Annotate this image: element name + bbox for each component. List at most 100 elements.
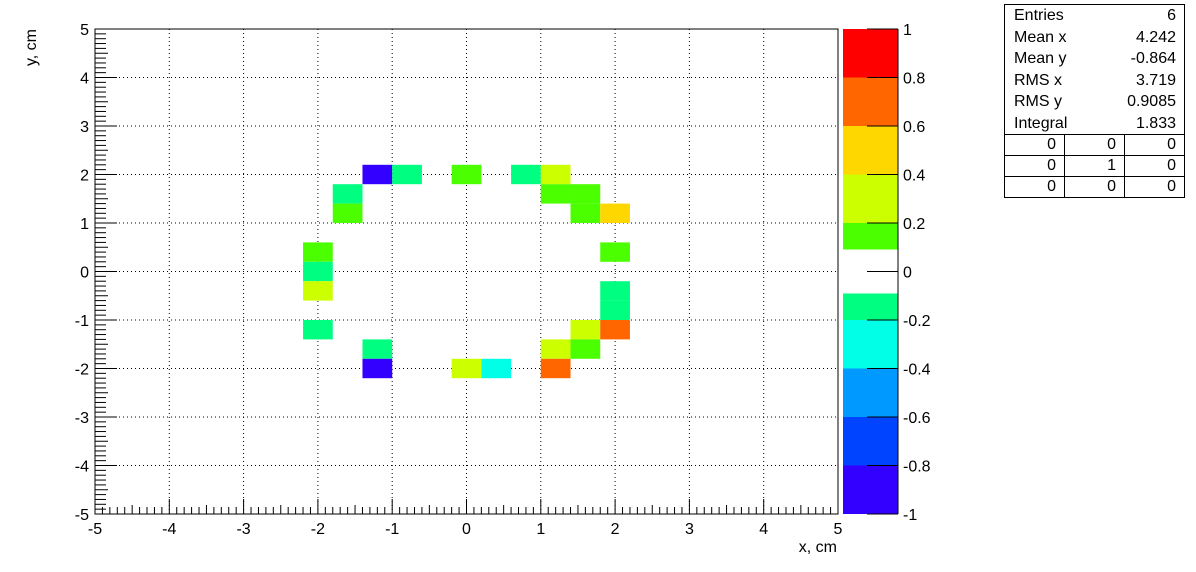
stat-row: RMS x 3.719 [1005,70,1184,92]
y-tick-label: -5 [75,507,89,524]
x-tick-label: -5 [88,521,102,538]
palette-tick-label: -0.2 [903,313,931,330]
palette-swatch [843,465,898,514]
histogram-bin [570,320,601,340]
x-tick-label: -4 [162,521,176,538]
histogram-bin [570,203,601,223]
x-tick-label: -3 [236,521,250,538]
stat-value: 0.9085 [1127,93,1176,110]
color-palette: -1 -0.8 -0.6 -0.4 -0.2 0 0.2 0.4 0.6 0.8 1 [843,22,931,524]
histogram-bins [303,164,630,379]
grid-lines [95,29,838,514]
x-tick-label: 1 [536,521,545,538]
y-tick-label: -3 [75,410,89,427]
x-tick-label: 2 [611,521,620,538]
palette-tick-label: -0.4 [903,362,931,379]
stat-value: -0.864 [1130,50,1176,67]
stat-label: Mean x [1014,28,1067,46]
palette-swatch [843,320,898,369]
histogram-bin [303,320,333,340]
stats-grid-cell: 0 [1124,177,1184,197]
x-tick-label: 0 [462,521,471,538]
stats-grid-cell: 1 [1064,156,1124,176]
stat-value: 6 [1167,7,1176,24]
histogram-bin [600,203,630,223]
y-tick-label: 0 [80,265,89,282]
stats-grid-cell: 0 [1047,136,1056,153]
y-tick-label: -4 [75,459,89,476]
histogram-bin [303,281,333,301]
y-tick-label: -2 [75,362,89,379]
palette-swatch [843,223,898,250]
y-tick-label: 5 [80,22,89,39]
histogram-bin [540,184,571,204]
stats-grid-cell: 0 [1047,178,1056,195]
palette-tick-label: 0.4 [903,168,925,185]
palette-tick-label: 0.6 [903,119,925,136]
palette-tick-label: 1 [903,22,912,39]
stat-row: RMS y 0.9085 [1005,91,1184,113]
histogram-bin [540,164,571,185]
stat-row: Mean y -0.864 [1005,48,1184,70]
histogram-bin [540,339,571,359]
y-axis-title: y, cm [23,29,40,66]
histogram-bin [570,339,601,359]
stats-grid-cell: 0 [1124,156,1184,176]
palette-tick-label: 0.8 [903,71,925,88]
x-tick-label: -2 [311,521,325,538]
stats-grid-cell: 0 [1064,177,1124,197]
y-tick-label: 4 [80,71,89,88]
histogram-bin [481,358,512,379]
y-tick-label: 1 [80,216,89,233]
x-tick-label: 4 [759,521,768,538]
palette-swatch [843,77,898,126]
palette-swatch [843,293,898,320]
palette-tick-label: -0.8 [903,459,931,476]
stats-rows: Entries 6 Mean x 4.242 Mean y -0.864 RMS x 3.71… [1005,5,1184,134]
stat-row: Mean x 4.242 [1005,27,1184,49]
stats-grid-cell: 0 [1047,157,1056,174]
stats-grid-cell: 0 [1124,135,1184,155]
histogram-bin [332,203,363,223]
histogram-bin [600,281,630,301]
palette-swatch [843,29,898,78]
palette-swatch [843,174,898,223]
palette-swatch [843,417,898,466]
histogram-bin [511,164,541,185]
stat-row: Entries 6 [1005,5,1184,27]
x-axis-title: x, cm [799,539,837,556]
axes: -5 -4 -3 -2 -1 0 1 2 3 4 5 -5 -4 -3 -2 -1 0 1 2 3 4 5 [75,22,843,538]
histogram-bin [303,242,333,262]
histogram-bin [362,339,393,359]
x-tick-label: 5 [834,521,843,538]
stat-value: 4.242 [1135,28,1176,46]
histogram-bin [570,184,601,204]
palette-swatch [843,126,898,175]
stats-box: Entries 6 Mean x 4.242 Mean y -0.864 RMS x 3.71… [1004,4,1185,198]
stat-label: Integral [1014,114,1068,132]
histogram-bin [451,358,482,379]
histogram-bin [600,242,630,262]
histogram-bin [392,164,422,185]
stat-label: RMS x [1014,71,1062,89]
x-tick-label: 3 [685,521,694,538]
y-tick-label: -1 [75,313,89,330]
histogram-bin [540,358,571,379]
histogram-bin [303,261,333,282]
histogram-bin [600,300,630,320]
stat-label: Mean y [1014,50,1067,67]
y-tick-label: 2 [80,168,89,185]
palette-tick-label: 0.2 [903,216,925,233]
histogram-bin [600,320,630,340]
palette-swatch [843,368,898,417]
stat-value: 1.833 [1135,114,1176,132]
stats-grid-cell: 0 [1064,135,1124,155]
stat-row: Integral 1.833 [1005,113,1184,135]
y-tick-label: 3 [80,119,89,136]
histogram-bin [362,164,393,185]
